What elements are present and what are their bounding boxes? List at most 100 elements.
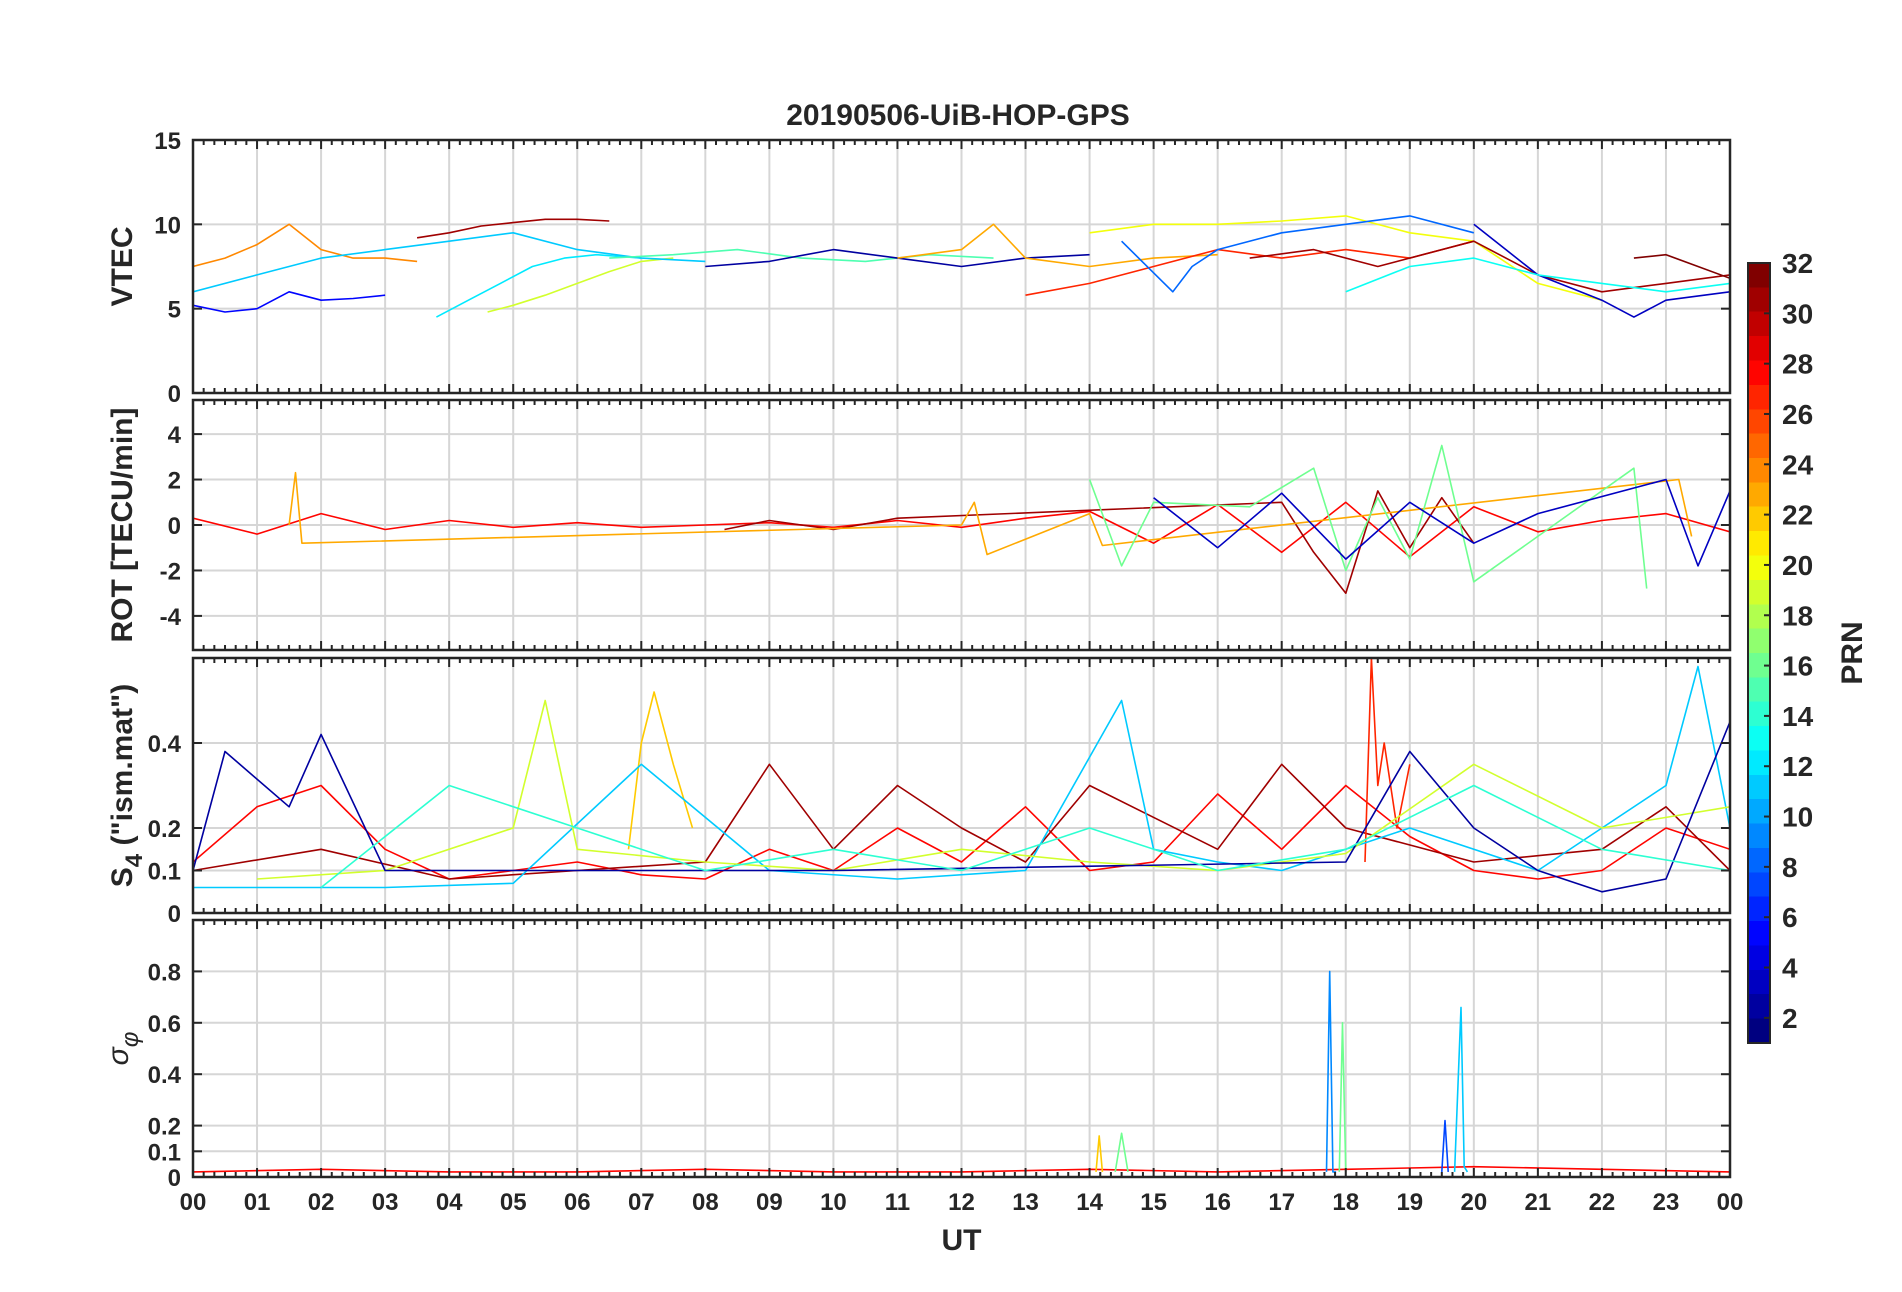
y-tick-label: 10 [154, 212, 181, 239]
series-prn-31 [724, 490, 1475, 595]
series-prn-5 [193, 290, 386, 313]
colorbar-tick-label: 28 [1782, 349, 1813, 380]
axis-ticks [192, 400, 1731, 650]
series-prn-16 [1088, 444, 1648, 589]
x-tick-label: 11 [885, 1189, 910, 1216]
series-prn-22 [1095, 1135, 1104, 1172]
axis-ticks [192, 139, 1731, 394]
series-prn-22 [627, 691, 694, 850]
y-tick-label: 0.4 [148, 1062, 182, 1089]
y-tick-label: 0 [168, 901, 181, 928]
x-tick-label: 08 [692, 1189, 719, 1216]
colorbar-tick-label: 14 [1782, 701, 1814, 732]
series-prn-13 [1345, 257, 1730, 293]
series-prn-32 [1633, 253, 1730, 280]
y-axis-label-rot: ROT [TECU/min] [106, 408, 139, 643]
x-tick-label: 17 [1268, 1189, 1295, 1216]
x-tick-label: 09 [756, 1189, 783, 1216]
series-prn-28 [193, 501, 1730, 558]
panel-sigma_phi: 00.10.2 0.4 0.6 0.8 σφ [102, 918, 1732, 1192]
colorbar-tick-label: 4 [1782, 953, 1798, 984]
x-tick-label: 05 [500, 1189, 527, 1216]
y-axis-label-vtec: VTEC [106, 226, 139, 306]
grid-sigma_phi [193, 920, 1730, 1177]
x-tick-label: 22 [1589, 1189, 1616, 1216]
series-prn-11 [1453, 1006, 1469, 1173]
y-axis-label-sigma_phi: σφ [102, 1032, 144, 1066]
x-tick-label: 16 [1204, 1189, 1231, 1216]
y-tick-label: 0.1 [148, 1139, 181, 1166]
x-tick-label: 12 [948, 1189, 975, 1216]
x-tick-label: 20 [1460, 1189, 1487, 1216]
series-prn-16 [1338, 1021, 1347, 1172]
colorbar-tick-label: 10 [1782, 802, 1813, 833]
series-prn-23 [897, 223, 1218, 268]
x-tick-label: 00 [1717, 1189, 1744, 1216]
y-tick-label: 5 [168, 297, 181, 324]
axis-ticks [192, 920, 1731, 1178]
series-prn-3 [1473, 223, 1730, 318]
x-tick-label: 01 [244, 1189, 271, 1216]
y-tick-label: 0 [168, 381, 181, 408]
colorbar-tick-label: 6 [1782, 902, 1798, 933]
y-axis-label-s4: S4 ("ism.mat") [106, 684, 148, 888]
panel-rot: -4 -2 0 2 4 ROT [TECU/min] [106, 398, 1732, 652]
x-tick-label: 23 [1653, 1189, 1680, 1216]
series-prn-8 [1121, 215, 1475, 293]
series-group-s4 [193, 658, 1730, 893]
colorbar-tick-label: 22 [1782, 500, 1813, 531]
series-prn-9 [1325, 970, 1337, 1173]
series-group-rot [193, 444, 1730, 595]
panel-s4: 0 0.1 0.2 0.4S4 ("ism.mat") [106, 656, 1732, 928]
series-prn-12 [436, 253, 642, 318]
series-prn-27 [1025, 240, 1475, 296]
colorbar-tick-label: 32 [1782, 248, 1813, 279]
x-tick-label: 03 [372, 1189, 399, 1216]
colorbar-tick-label: 30 [1782, 298, 1813, 329]
x-tick-label: 19 [1396, 1189, 1423, 1216]
y-tick-label: 0.4 [148, 731, 182, 758]
series-prn-23 [288, 471, 1693, 556]
x-tick-label: 04 [436, 1189, 463, 1216]
colorbar-tick-label: 2 [1782, 1003, 1798, 1034]
x-tick-label: 00 [180, 1189, 207, 1216]
series-group-vtec [193, 215, 1730, 318]
colorbar-tick-label: 16 [1782, 651, 1813, 682]
series-prn-31 [1249, 240, 1730, 293]
y-tick-label: 0 [168, 1165, 181, 1192]
colorbar-tick-label: 18 [1782, 600, 1813, 631]
series-prn-2 [193, 721, 1730, 893]
series-prn-7 [1441, 1119, 1449, 1172]
x-axis-label: UT [942, 1224, 982, 1257]
y-tick-label: 15 [154, 128, 181, 155]
axis-ticks [192, 658, 1731, 914]
grid-rot [193, 400, 1730, 650]
y-tick-label: 4 [168, 422, 182, 449]
y-tick-label: 0 [168, 513, 181, 540]
series-prn-31 [416, 218, 610, 239]
colorbar-gradient [1747, 262, 1771, 1044]
x-tick-label: 21 [1525, 1189, 1552, 1216]
colorbar-tick-label: 26 [1782, 399, 1813, 430]
y-tick-label: 0.8 [148, 959, 181, 986]
x-tick-label: 06 [564, 1189, 591, 1216]
series-prn-16 [1114, 1132, 1129, 1173]
series-prn-27 [1364, 658, 1411, 863]
y-tick-label: 0.6 [148, 1011, 181, 1038]
y-tick-label: -4 [160, 604, 182, 631]
series-prn-31 [193, 763, 1730, 880]
colorbar-tick-label: 20 [1782, 550, 1813, 581]
series-prn-14 [320, 784, 1730, 889]
x-tick-label: 14 [1076, 1189, 1103, 1216]
y-tick-label: -2 [160, 558, 181, 585]
colorbar-tick-label: 24 [1782, 449, 1814, 480]
series-prn-15 [609, 248, 994, 263]
series-prn-3 [1153, 478, 1730, 567]
x-tick-label: 18 [1332, 1189, 1359, 1216]
series-prn-11 [193, 232, 706, 293]
panel-vtec: 0 5 10 15 VTEC [106, 128, 1732, 408]
chart-title: 20190506-UiB-HOP-GPS [786, 99, 1129, 132]
x-tick-label: 13 [1012, 1189, 1039, 1216]
